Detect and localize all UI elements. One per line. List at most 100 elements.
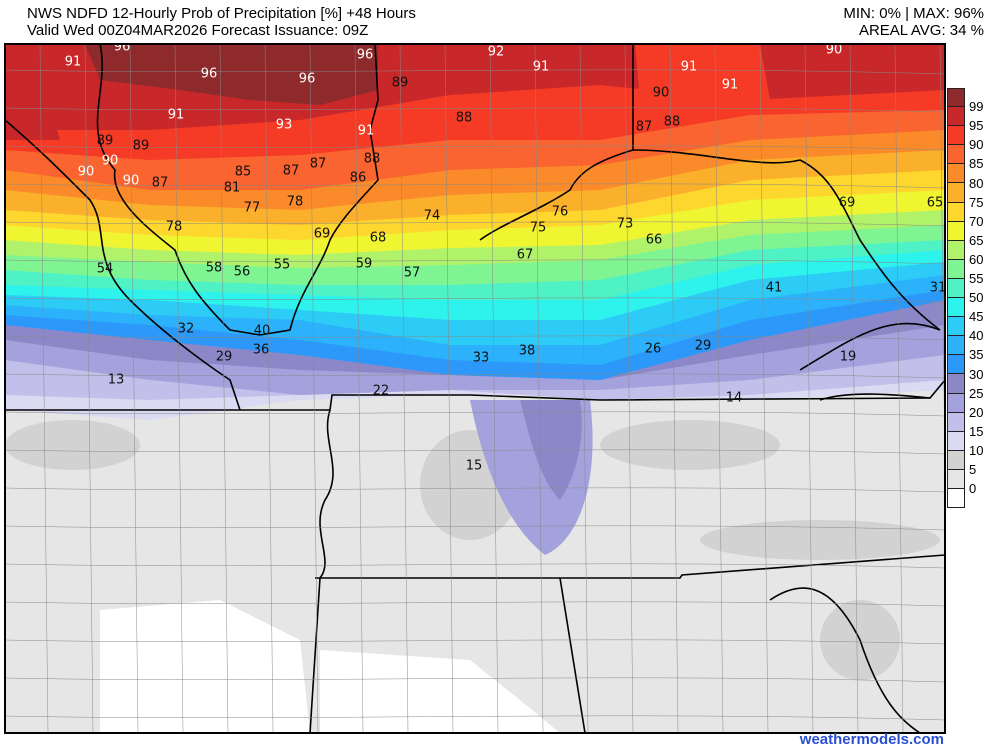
legend-tick-label: 65 [969,232,984,248]
legend-tick-label: 85 [969,156,984,172]
pop-value-label: 41 [766,281,783,296]
county-line [5,335,945,341]
legend-tick-label: 0 [969,481,977,497]
pop-value-label: 57 [404,266,421,281]
legend-tick-label: 10 [969,442,984,458]
pop-value-label: 38 [519,344,536,359]
fill-band-99 [85,44,378,105]
county-line [5,221,945,227]
pop-value-label: 91 [358,124,375,139]
county-line [5,373,945,379]
legend-swatch [947,298,965,318]
pop-value-label: 31 [930,281,947,296]
state-border [819,379,945,401]
county-line [804,44,814,733]
legend-tick-label: 80 [969,175,984,191]
pop-value-label: 96 [357,48,374,63]
legend-tick-label: 40 [969,328,984,344]
pop-value-label: 29 [216,350,233,365]
county-line [5,525,945,531]
county-line [129,44,139,733]
pop-value-label: 73 [617,217,634,232]
county-line [5,259,945,265]
legend-swatch [947,450,965,470]
legend-tick-label: 60 [969,251,984,267]
county-line [759,44,769,733]
legend-swatch [947,374,965,394]
legend-swatch [947,278,965,299]
state-border [96,44,231,331]
state-border [229,44,379,336]
legend-tick-label: 55 [969,271,984,286]
county-line [39,44,49,733]
pop-value-label: 78 [287,195,304,210]
county-line [534,44,544,733]
county-line [5,183,945,189]
state-border [559,577,586,733]
county-line [84,44,94,733]
areal-average-readout: AREAL AVG: 34 % [858,22,984,39]
pop-value-label: 86 [350,171,367,186]
fill-band-90-ne [635,44,770,110]
min-max-readout: MIN: 0% | MAX: 96% [843,5,984,22]
legend-swatch [947,88,965,108]
county-line [264,44,274,733]
pop-value-label: 76 [552,205,569,220]
legend-swatch [947,126,965,146]
county-line [669,44,679,733]
pop-value-label: 91 [722,78,739,93]
pop-value-label: 56 [234,265,251,280]
pop-value-label: 81 [224,181,241,196]
county-line [5,487,945,493]
pop-value-label: 92 [488,45,505,60]
pop-value-label: 90 [102,154,119,169]
legend-swatch [947,240,965,260]
legend-swatch [947,336,965,356]
pop-value-label: 55 [274,258,291,273]
valid-time: Valid Wed 00Z04MAR2026 Forecast Issuance… [27,22,369,39]
state-border [309,577,321,733]
legend-tick-label: 95 [969,118,984,134]
legend-swatch [947,202,965,222]
pop-value-label: 89 [133,139,150,154]
county-line [5,449,945,455]
legend-swatch [947,221,965,241]
source-watermark: weathermodels.com [799,731,944,748]
pop-value-label: 66 [646,233,663,248]
legend-tick-label: 35 [969,347,984,363]
county-line [849,44,859,733]
legend-tick-label: 50 [969,290,984,306]
fill-0 [100,600,310,733]
pop-value-label: 32 [178,322,195,337]
fill-band-95-w [5,70,60,140]
county-line [5,411,945,417]
pop-value-label: 87 [310,157,327,172]
pop-value-label: 69 [839,196,856,211]
fill-0 [320,650,560,733]
map-frame [4,43,946,734]
county-line [579,44,589,733]
pop-value-label: 87 [283,164,300,179]
county-line [174,44,184,733]
county-line [624,44,634,733]
legend-tick-label: 45 [969,309,984,325]
pop-value-label: 14 [726,391,743,406]
state-border [319,409,334,579]
state-border [799,322,941,371]
pop-value-label: 74 [424,209,441,224]
pop-value-label: 29 [695,339,712,354]
pop-value-label: 77 [244,201,261,216]
legend-tick-label: 70 [969,213,984,229]
pop-value-label: 96 [114,40,131,55]
legend-tick-label: 30 [969,366,984,382]
pop-value-label: 90 [826,43,843,58]
pop-value-label: 88 [456,111,473,126]
county-line [5,107,945,113]
pop-value-label: 33 [473,351,490,366]
pop-value-label: 90 [78,165,95,180]
pop-value-label: 22 [373,384,390,399]
legend-swatch [947,431,965,451]
legend-tick-label: 15 [969,423,984,439]
pop-value-label: 15 [466,459,483,474]
state-border [5,119,241,411]
